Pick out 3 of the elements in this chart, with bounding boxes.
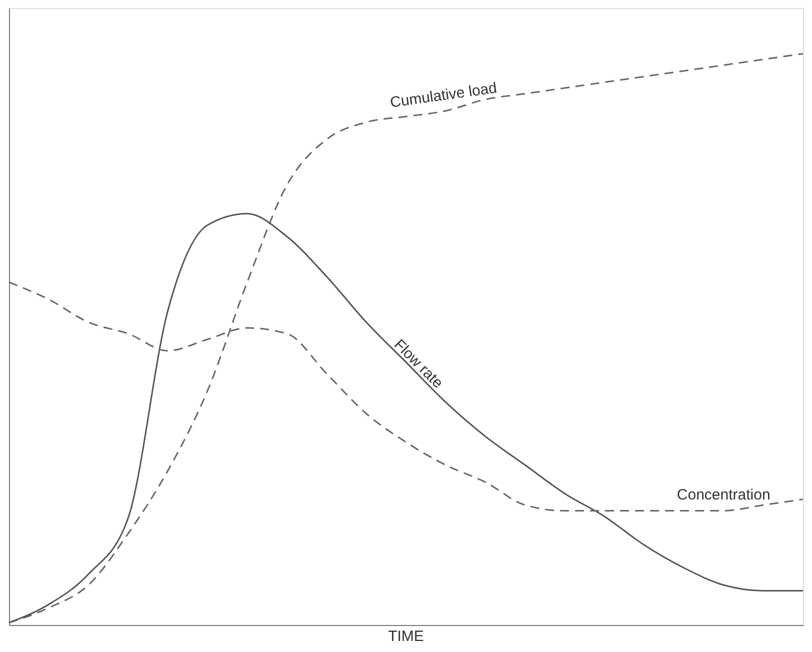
x-axis-title: TIME — [388, 628, 424, 645]
series-label: Concentration — [676, 486, 770, 504]
text: Cumulative load — [389, 80, 498, 112]
